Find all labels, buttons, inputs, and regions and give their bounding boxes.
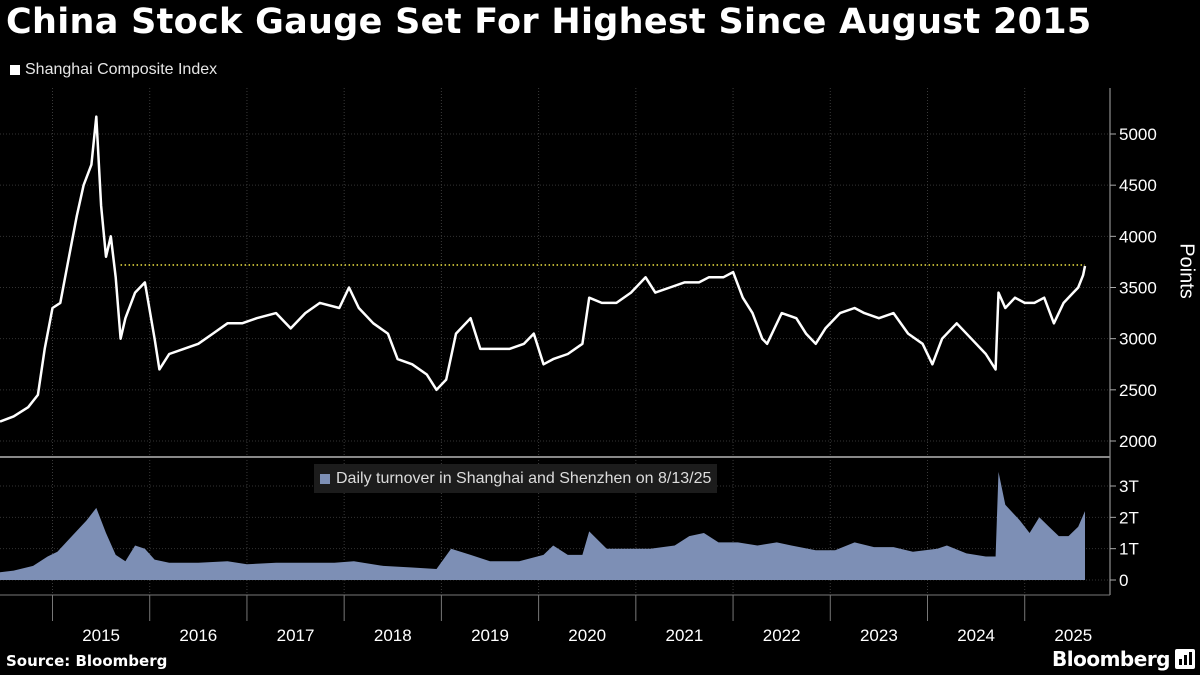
x-tick-label: 2025: [1054, 626, 1092, 645]
bloomberg-logo: Bloomberg: [1052, 647, 1170, 671]
y-tick-label-top: 5000: [1119, 125, 1157, 144]
chart-title: China Stock Gauge Set For Highest Since …: [6, 2, 1092, 42]
legend-label-turnover: Daily turnover in Shanghai and Shenzhen …: [336, 470, 712, 487]
y-tick-label-bottom: 3T: [1119, 477, 1139, 496]
legend-swatch-turnover: [320, 474, 330, 484]
x-tick-label: 2022: [763, 626, 801, 645]
y-tick-label-top: 4000: [1119, 227, 1157, 246]
x-tick-label: 2021: [666, 626, 704, 645]
source-note: Source: Bloomberg: [6, 652, 168, 670]
y-tick-label-top: 2500: [1119, 381, 1157, 400]
x-tick-label: 2018: [374, 626, 412, 645]
shanghai-composite-line: [0, 115, 1087, 423]
turnover-area: [0, 471, 1085, 580]
y-tick-label-top: 3000: [1119, 330, 1157, 349]
x-tick-label: 2016: [179, 626, 217, 645]
legend-price: Shanghai Composite Index: [10, 61, 217, 79]
x-tick-label: 2015: [82, 626, 120, 645]
legend-label-price: Shanghai Composite Index: [25, 61, 218, 78]
x-tick-label: 2019: [471, 626, 509, 645]
bloomberg-chart-icon: [1175, 649, 1195, 669]
x-tick-label: 2024: [957, 626, 995, 645]
y-tick-label-top: 3500: [1119, 279, 1157, 298]
x-tick-label: 2017: [277, 626, 315, 645]
y-tick-label-top: 2000: [1119, 432, 1157, 451]
y-tick-label-bottom: 1T: [1119, 540, 1139, 559]
y-axis-label-points: Points: [1175, 243, 1198, 299]
x-tick-label: 2023: [860, 626, 898, 645]
legend-swatch-price: [10, 65, 20, 75]
legend-turnover: Daily turnover in Shanghai and Shenzhen …: [314, 464, 718, 493]
y-tick-label-bottom: 2T: [1119, 508, 1139, 527]
y-tick-label-bottom: 0: [1119, 571, 1128, 590]
y-tick-label-top: 4500: [1119, 176, 1157, 195]
x-tick-label: 2020: [568, 626, 606, 645]
